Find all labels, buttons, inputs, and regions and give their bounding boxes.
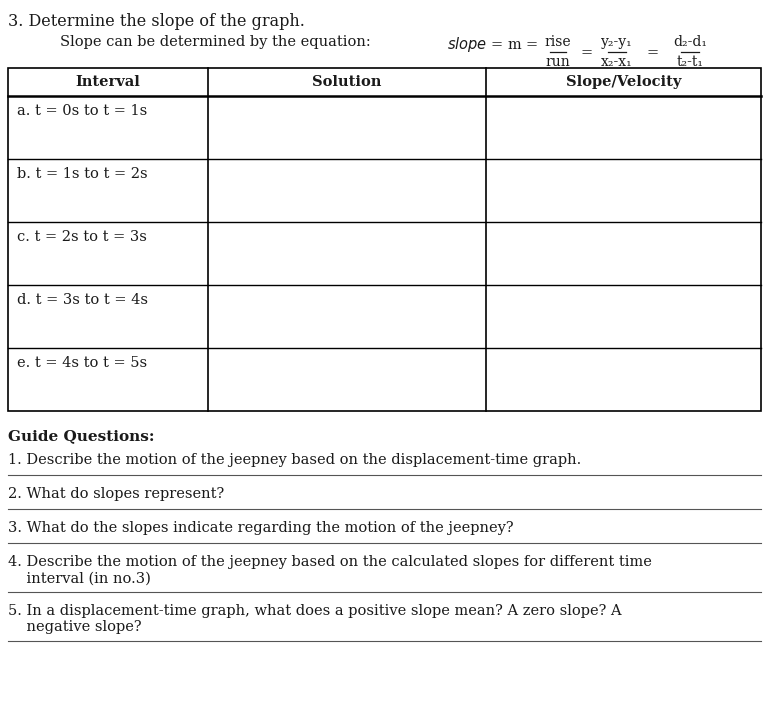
Text: $\it{slope}$ = m =: $\it{slope}$ = m = [447,35,541,54]
Text: x₂-x₁: x₂-x₁ [601,55,633,69]
Text: 1. Describe the motion of the jeepney based on the displacement-time graph.: 1. Describe the motion of the jeepney ba… [8,453,581,467]
Text: 2. What do slopes represent?: 2. What do slopes represent? [8,487,225,501]
Text: Slope can be determined by the equation:: Slope can be determined by the equation: [60,35,384,49]
Text: 3. Determine the slope of the graph.: 3. Determine the slope of the graph. [8,13,305,30]
Text: =: = [647,46,659,60]
Text: Slope/Velocity: Slope/Velocity [566,75,681,89]
Text: 3. What do the slopes indicate regarding the motion of the jeepney?: 3. What do the slopes indicate regarding… [8,521,514,535]
Text: e. t = 4s to t = 5s: e. t = 4s to t = 5s [17,356,147,370]
Text: t₂-t₁: t₂-t₁ [677,55,704,69]
Text: d₂-d₁: d₂-d₁ [673,35,707,49]
Bar [8,68,761,411]
Text: Interval: Interval [75,75,140,89]
Text: c. t = 2s to t = 3s: c. t = 2s to t = 3s [17,230,147,244]
Text: d. t = 3s to t = 4s: d. t = 3s to t = 4s [17,293,148,307]
Text: Guide Questions:: Guide Questions: [8,429,155,443]
Text: 4. Describe the motion of the jeepney based on the calculated slopes for differe: 4. Describe the motion of the jeepney ba… [8,555,652,585]
Text: run: run [546,55,571,69]
Text: 5. In a displacement-time graph, what does a positive slope mean? A zero slope? : 5. In a displacement-time graph, what do… [8,604,621,634]
Text: Solution: Solution [312,75,381,89]
Text: =: = [580,46,592,60]
Text: y₂-y₁: y₂-y₁ [601,35,633,49]
Text: b. t = 1s to t = 2s: b. t = 1s to t = 2s [17,167,148,181]
Text: a. t = 0s to t = 1s: a. t = 0s to t = 1s [17,104,147,118]
Text: rise: rise [544,35,571,49]
